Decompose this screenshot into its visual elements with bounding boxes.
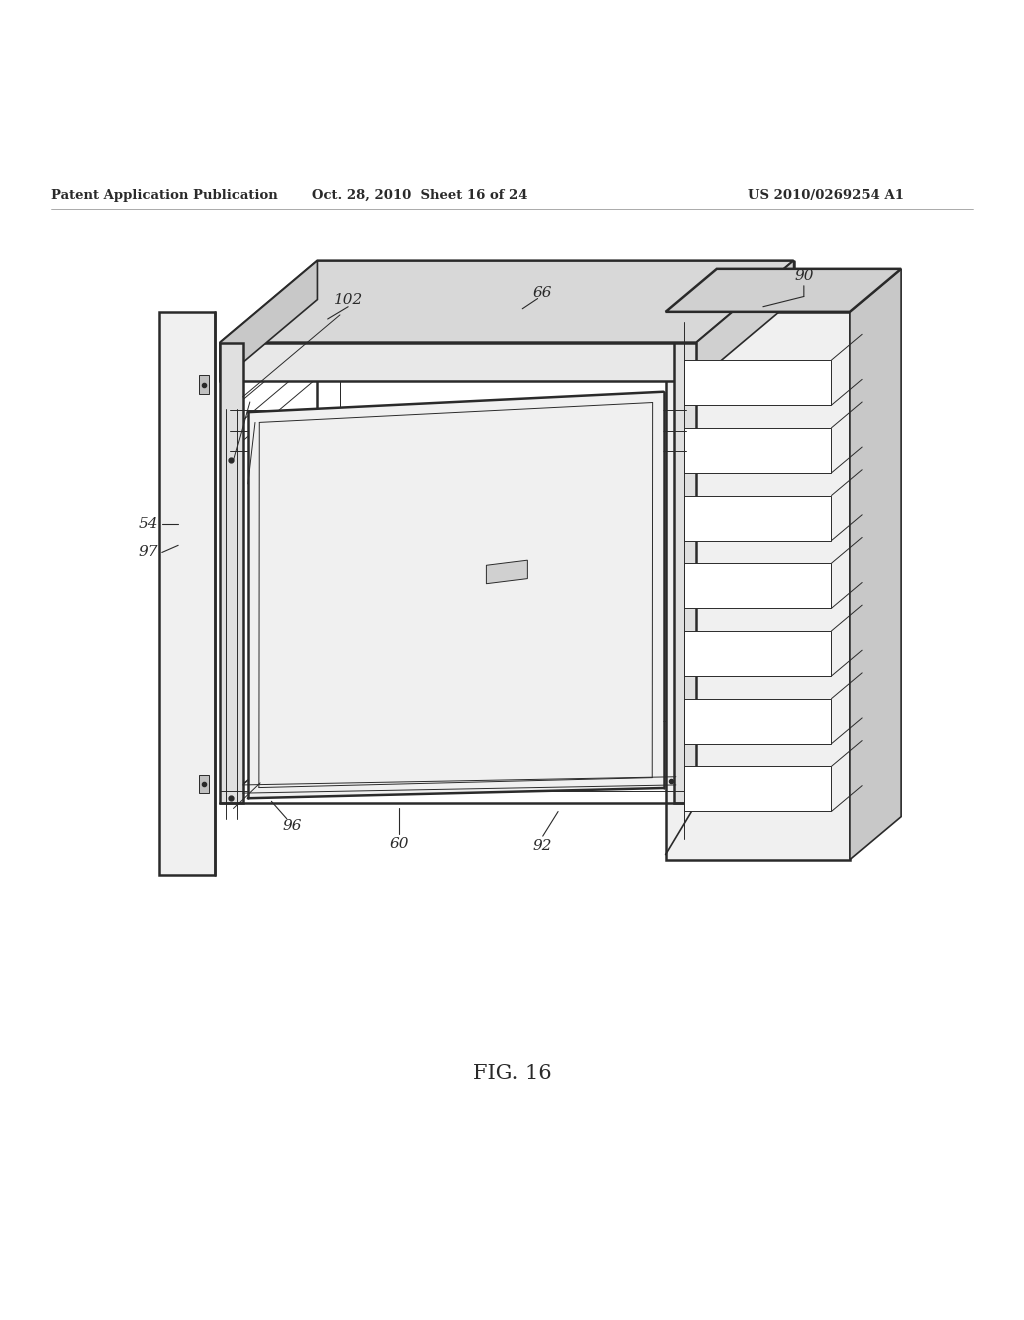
Polygon shape [220, 343, 696, 381]
Text: 102: 102 [334, 293, 362, 306]
Polygon shape [199, 775, 209, 793]
Polygon shape [684, 564, 831, 609]
Polygon shape [684, 631, 831, 676]
Polygon shape [220, 260, 794, 343]
Text: 54: 54 [138, 517, 159, 531]
Polygon shape [317, 260, 794, 300]
Polygon shape [674, 343, 696, 804]
Text: FIG. 16: FIG. 16 [473, 1064, 551, 1084]
Text: 92: 92 [532, 840, 553, 853]
Polygon shape [684, 698, 831, 743]
Polygon shape [486, 560, 527, 583]
Polygon shape [220, 260, 317, 381]
Text: 90: 90 [794, 269, 814, 297]
Polygon shape [159, 312, 215, 875]
Polygon shape [199, 375, 209, 393]
Text: 66: 66 [532, 286, 553, 301]
Polygon shape [684, 495, 831, 541]
Text: 96: 96 [282, 818, 302, 833]
Polygon shape [684, 428, 831, 473]
Polygon shape [684, 767, 831, 812]
Polygon shape [850, 269, 901, 859]
Polygon shape [220, 343, 243, 804]
Text: 97: 97 [138, 545, 159, 560]
Text: Oct. 28, 2010  Sheet 16 of 24: Oct. 28, 2010 Sheet 16 of 24 [312, 189, 527, 202]
Text: Patent Application Publication: Patent Application Publication [51, 189, 278, 202]
Polygon shape [666, 312, 850, 859]
Polygon shape [666, 269, 901, 312]
Polygon shape [248, 392, 664, 799]
Polygon shape [684, 360, 831, 405]
Polygon shape [696, 260, 794, 381]
Text: 60: 60 [389, 837, 410, 851]
Text: US 2010/0269254 A1: US 2010/0269254 A1 [748, 189, 903, 202]
